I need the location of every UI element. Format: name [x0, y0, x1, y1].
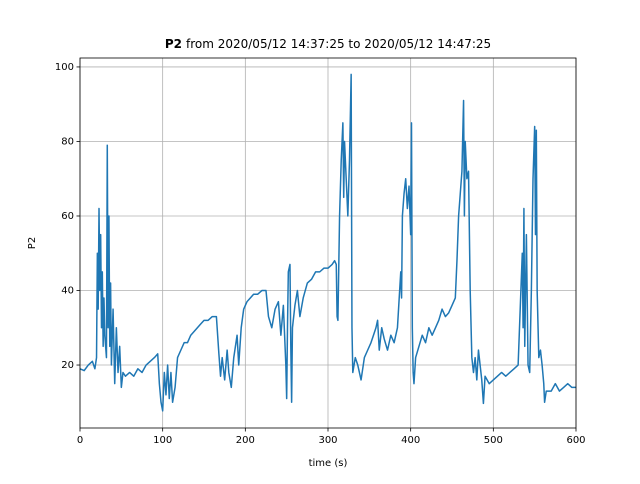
- x-tick-label: 400: [401, 435, 420, 446]
- x-tick-label: 100: [153, 435, 172, 446]
- y-tick-label: 60: [61, 211, 74, 222]
- x-tick-label: 200: [236, 435, 255, 446]
- y-axis-label: P2: [27, 237, 38, 249]
- x-tick-label: 300: [318, 435, 337, 446]
- x-tick-label: 500: [484, 435, 503, 446]
- x-tick-label: 0: [77, 435, 83, 446]
- x-tick-label: 600: [566, 435, 585, 446]
- chart-title: P2 from 2020/05/12 14:37:25 to 2020/05/12…: [165, 37, 491, 51]
- plot-frame: [79, 57, 577, 429]
- data-line: [79, 73, 576, 412]
- y-tick-label: 20: [61, 360, 74, 371]
- title-bold: P2: [165, 37, 182, 51]
- x-axis-label: time (s): [309, 458, 348, 469]
- y-tick-label: 40: [61, 286, 74, 297]
- y-tick-label: 80: [61, 136, 74, 147]
- y-tick-label: 100: [55, 62, 74, 73]
- title-rest: from 2020/05/12 14:37:25 to 2020/05/12 1…: [186, 37, 491, 51]
